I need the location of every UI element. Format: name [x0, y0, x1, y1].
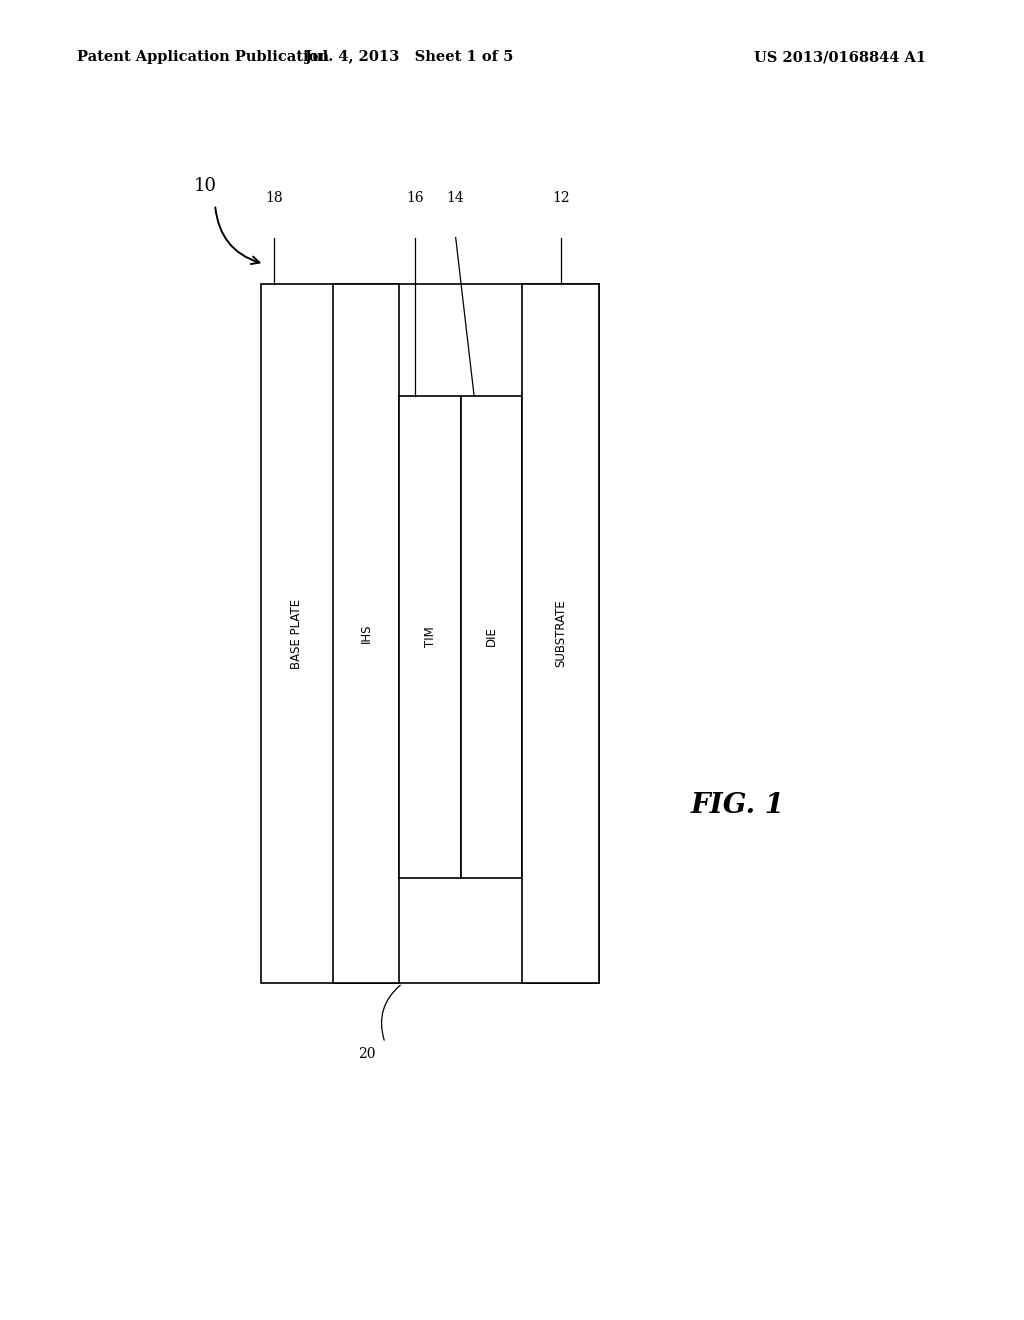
Text: Jul. 4, 2013   Sheet 1 of 5: Jul. 4, 2013 Sheet 1 of 5 — [305, 50, 514, 65]
Bar — [333, 284, 399, 983]
Bar — [261, 284, 599, 983]
Text: SUBSTRATE: SUBSTRATE — [555, 599, 567, 668]
Text: TIM: TIM — [424, 626, 436, 647]
Text: 14: 14 — [446, 190, 465, 205]
Text: 16: 16 — [406, 190, 424, 205]
Text: US 2013/0168844 A1: US 2013/0168844 A1 — [754, 50, 926, 65]
Bar — [399, 396, 461, 878]
Text: BASE PLATE: BASE PLATE — [291, 598, 303, 669]
Text: IHS: IHS — [360, 624, 373, 643]
Bar — [461, 396, 522, 878]
Text: DIE: DIE — [485, 626, 498, 647]
Bar — [522, 284, 599, 983]
Text: FIG. 1: FIG. 1 — [690, 792, 784, 818]
Text: 10: 10 — [194, 177, 216, 195]
Text: Patent Application Publication: Patent Application Publication — [77, 50, 329, 65]
Text: 20: 20 — [357, 1047, 376, 1061]
Text: 12: 12 — [552, 190, 570, 205]
Text: 18: 18 — [265, 190, 284, 205]
